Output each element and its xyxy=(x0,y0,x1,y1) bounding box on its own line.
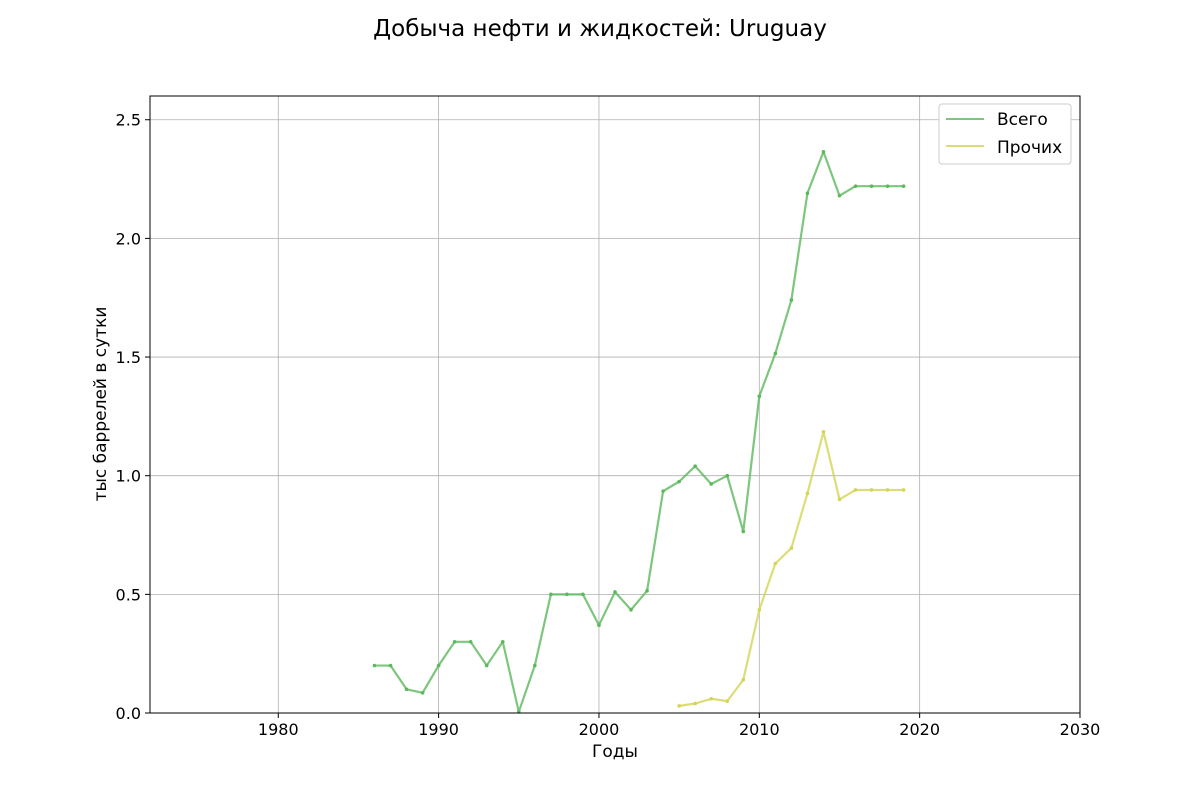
data-point xyxy=(725,473,730,478)
data-point xyxy=(533,663,537,668)
data-point xyxy=(500,640,505,644)
data-point xyxy=(372,663,377,668)
x-tick-label: 1990 xyxy=(418,720,459,739)
data-point xyxy=(741,677,746,682)
data-point xyxy=(789,546,794,550)
data-point xyxy=(468,640,473,644)
data-point xyxy=(805,491,810,496)
data-point xyxy=(757,394,762,398)
x-tick-label: 2010 xyxy=(739,720,780,739)
data-point xyxy=(869,488,874,492)
data-point xyxy=(853,488,858,492)
data-point xyxy=(709,696,714,701)
x-axis-label: Годы xyxy=(592,742,638,762)
data-point xyxy=(420,691,425,695)
data-point xyxy=(693,701,697,706)
data-point xyxy=(613,590,617,594)
y-tick-label: 2.5 xyxy=(116,111,141,130)
y-tick-label: 0.5 xyxy=(116,585,141,604)
data-point xyxy=(645,588,649,593)
data-point xyxy=(452,640,457,644)
x-tick-label: 2000 xyxy=(579,720,620,739)
data-point xyxy=(693,464,697,469)
data-point xyxy=(388,663,393,668)
data-point xyxy=(885,184,890,188)
data-point xyxy=(436,663,441,668)
data-point xyxy=(404,687,409,692)
data-point xyxy=(853,184,858,188)
data-point xyxy=(549,592,553,597)
y-tick-label: 1.5 xyxy=(116,348,141,367)
data-point xyxy=(885,488,890,492)
y-tick-label: 0.0 xyxy=(116,704,141,723)
chart-title: Добыча нефти и жидкостей: Uruguay xyxy=(373,16,827,42)
data-point xyxy=(773,351,778,356)
data-point xyxy=(757,607,762,612)
data-point xyxy=(581,592,585,597)
y-tick-label: 2.0 xyxy=(116,229,141,248)
data-point xyxy=(741,529,746,534)
data-point xyxy=(837,193,842,198)
data-point xyxy=(629,607,633,612)
data-point xyxy=(821,149,826,154)
data-point xyxy=(709,482,714,486)
legend-label-total: Всего xyxy=(997,110,1048,130)
data-point xyxy=(869,184,874,188)
data-point xyxy=(821,429,826,434)
x-tick-label: 1980 xyxy=(258,720,299,739)
data-point xyxy=(484,663,489,668)
x-tick-label: 2020 xyxy=(899,720,940,739)
y-axis-label: тыс баррелей в сутки xyxy=(91,307,111,502)
data-point xyxy=(597,623,601,627)
data-point xyxy=(773,561,778,566)
series-layer xyxy=(372,149,906,714)
data-point xyxy=(901,184,906,188)
data-point xyxy=(805,191,810,196)
plot-frame xyxy=(149,95,1081,714)
series-line-0 xyxy=(374,150,904,713)
y-tick-label: 1.0 xyxy=(116,467,141,486)
data-point xyxy=(565,592,569,597)
ticks: 1980 1990 2000 2010 2020 2030 0.0 0.5 1.0 1.5 2.0 2… xyxy=(116,111,1101,739)
data-point xyxy=(725,699,730,703)
x-tick-label: 2030 xyxy=(1060,720,1101,739)
data-point xyxy=(661,489,665,493)
legend: Всего Прочих xyxy=(938,103,1072,165)
data-point xyxy=(837,497,842,502)
legend-label-other: Прочих xyxy=(997,138,1062,158)
data-point xyxy=(789,298,794,302)
data-point xyxy=(677,479,681,484)
data-point xyxy=(901,488,906,492)
data-point xyxy=(677,704,681,708)
